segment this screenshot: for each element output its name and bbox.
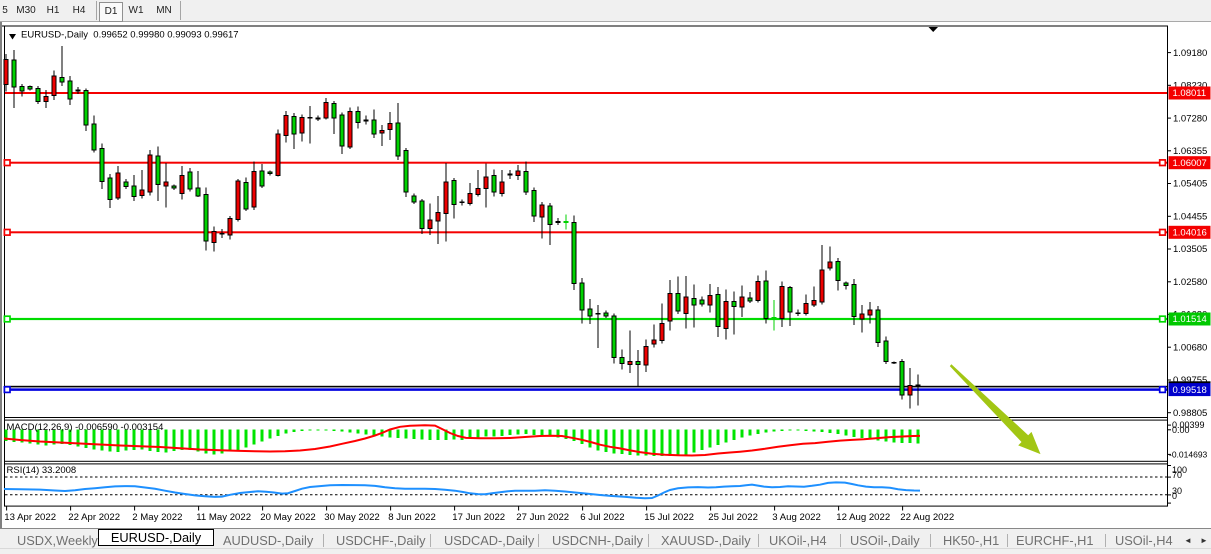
svg-text:RSI(14) 33.2008: RSI(14) 33.2008 [7, 465, 77, 476]
svg-text:0.99518: 0.99518 [1173, 385, 1207, 396]
svg-text:100: 100 [1172, 465, 1187, 475]
svg-text:30 May 2022: 30 May 2022 [324, 512, 379, 523]
svg-text:25 Jul 2022: 25 Jul 2022 [708, 512, 758, 523]
svg-text:1.09180: 1.09180 [1173, 48, 1207, 59]
svg-text:MACD(12,26,9) -0.006590 -0.003: MACD(12,26,9) -0.006590 -0.003154 [7, 422, 164, 433]
svg-text:0.98805: 0.98805 [1173, 408, 1207, 419]
svg-text:6 Jul 2022: 6 Jul 2022 [580, 512, 624, 523]
svg-text:17 Jun 2022: 17 Jun 2022 [452, 512, 505, 523]
svg-text:1.00680: 1.00680 [1173, 342, 1207, 353]
svg-text:1.06007: 1.06007 [1173, 158, 1207, 169]
svg-text:15 Jul 2022: 15 Jul 2022 [644, 512, 694, 523]
svg-text:1.02580: 1.02580 [1173, 277, 1207, 288]
svg-text:3 Aug 2022: 3 Aug 2022 [772, 512, 821, 523]
svg-text:1.03505: 1.03505 [1173, 244, 1207, 255]
svg-text:-0.014693: -0.014693 [1169, 449, 1208, 459]
svg-text:1.08011: 1.08011 [1173, 88, 1207, 99]
svg-text:0.00: 0.00 [1172, 425, 1190, 435]
svg-text:1.05405: 1.05405 [1173, 179, 1207, 190]
svg-text:11 May 2022: 11 May 2022 [196, 512, 251, 523]
svg-text:8 Jun 2022: 8 Jun 2022 [388, 512, 435, 523]
svg-text:1.06355: 1.06355 [1173, 146, 1207, 157]
svg-text:1.04016: 1.04016 [1173, 228, 1207, 239]
svg-text:13 Apr 2022: 13 Apr 2022 [4, 512, 56, 523]
svg-text:0.00399: 0.00399 [1172, 420, 1205, 430]
svg-text:1.04455: 1.04455 [1173, 212, 1207, 223]
svg-text:1.08230: 1.08230 [1173, 81, 1207, 92]
svg-text:1.07280: 1.07280 [1173, 113, 1207, 124]
svg-text:0.99755: 0.99755 [1173, 375, 1207, 386]
svg-text:1.01514: 1.01514 [1173, 314, 1207, 325]
svg-text:22 Aug 2022: 22 Aug 2022 [900, 512, 954, 523]
svg-text:0: 0 [1172, 491, 1177, 501]
svg-text:70: 70 [1172, 470, 1182, 480]
svg-text:22 Apr 2022: 22 Apr 2022 [68, 512, 120, 523]
svg-text:12 Aug 2022: 12 Aug 2022 [836, 512, 890, 523]
svg-text:EURUSD-,Daily 0.99652 0.99980: EURUSD-,Daily 0.99652 0.99980 0.99093 0.… [21, 30, 239, 41]
svg-text:30: 30 [1172, 486, 1182, 496]
svg-text:20 May 2022: 20 May 2022 [260, 512, 315, 523]
svg-text:27 Jun 2022: 27 Jun 2022 [516, 512, 569, 523]
svg-text:2 May 2022: 2 May 2022 [132, 512, 182, 523]
